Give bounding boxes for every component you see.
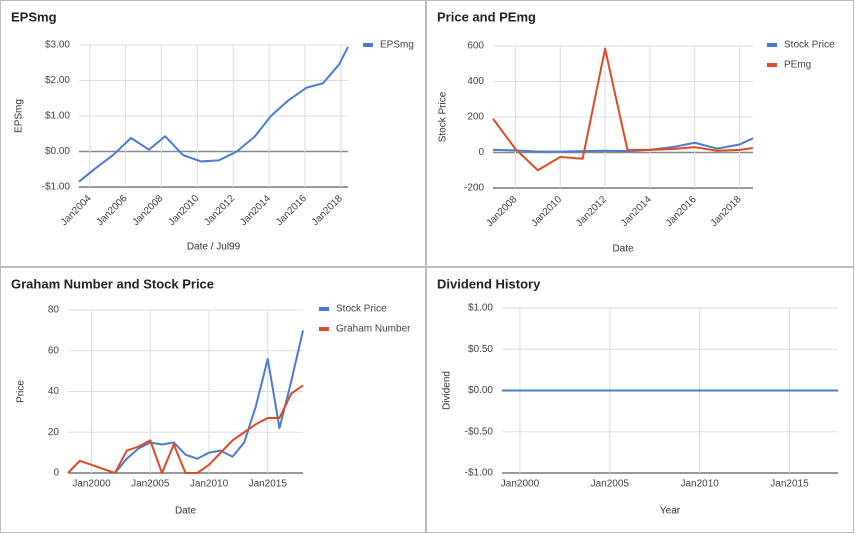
x-tick-label: Jan2015 <box>770 479 809 490</box>
panel: Price and PEmg -200 0 200 400 600 Jan2008 Jan20… <box>426 0 854 267</box>
y-tick-label: 20 <box>48 427 60 438</box>
chart-title: Price and PEmg <box>437 9 536 24</box>
y-tick-label: 60 <box>48 345 60 356</box>
x-axis-title: Date <box>612 244 634 255</box>
x-tick-label: Jan2004 <box>59 193 94 228</box>
legend-label: Stock Price <box>336 304 387 315</box>
y-tick-label: 0 <box>53 468 59 479</box>
x-tick-label: Jan2012 <box>202 193 237 228</box>
x-tick-label: Jan2014 <box>238 193 273 228</box>
x-tick-label: Jan2006 <box>95 193 130 228</box>
series-line <box>492 137 754 153</box>
x-tick-label: Jan2018 <box>310 193 345 228</box>
y-tick-label: -200 <box>464 183 484 194</box>
x-tick-label: Jan2014 <box>619 194 654 229</box>
series-line <box>67 384 304 474</box>
x-tick-label: Jan2008 <box>131 193 166 228</box>
y-tick-label: $0.00 <box>468 385 493 396</box>
y-axis-title: Price <box>16 380 27 403</box>
legend-swatch <box>319 307 329 311</box>
y-tick-label: -$1.00 <box>465 468 494 479</box>
x-tick-label: Jan2015 <box>249 479 288 490</box>
legend-label: Stock Price <box>784 40 835 51</box>
chart-title: Dividend History <box>437 276 541 291</box>
chart-title: EPSmg <box>11 9 57 24</box>
chart: Dividend History -$1.00 -$0.50 $0.00 $0.50 $1… <box>437 276 838 517</box>
x-tick-label: Jan2010 <box>166 193 201 228</box>
legend-swatch <box>319 327 329 331</box>
chart: Price and PEmg -200 0 200 400 600 Jan2008 Jan20… <box>437 9 835 255</box>
y-axis-title: EPSmg <box>14 99 25 133</box>
legend-swatch <box>767 43 777 47</box>
y-tick-label: 200 <box>467 112 484 123</box>
y-axis-title: Dividend <box>442 371 453 410</box>
y-tick-label: 400 <box>467 76 484 87</box>
x-tick-label: Jan2000 <box>72 479 111 490</box>
x-tick-label: Jan2005 <box>131 479 170 490</box>
series-line <box>114 330 304 474</box>
x-tick-label: Jan2010 <box>680 479 719 490</box>
x-tick-label: Jan2016 <box>274 193 309 228</box>
panel: Graham Number and Stock Price 0 20 40 60 80 Ja… <box>0 267 426 533</box>
y-tick-label: -$0.50 <box>465 426 494 437</box>
y-tick-label: 80 <box>48 305 60 316</box>
x-tick-label: Jan2016 <box>664 194 699 229</box>
y-axis-title: Stock Price <box>438 91 449 142</box>
chart-title: Graham Number and Stock Price <box>11 276 214 291</box>
y-tick-label: $2.00 <box>45 75 70 86</box>
x-axis-title: Date / Jul99 <box>187 242 241 253</box>
y-tick-label: 600 <box>467 41 484 52</box>
y-tick-label: $1.00 <box>45 111 70 122</box>
y-tick-label: $3.00 <box>45 40 70 51</box>
series-line <box>492 47 754 172</box>
x-tick-label: Jan2000 <box>501 479 540 490</box>
y-tick-label: 0 <box>478 147 484 158</box>
x-tick-label: Jan2010 <box>190 479 229 490</box>
legend-label: PEmg <box>784 60 811 71</box>
legend-label: Graham Number <box>336 324 411 335</box>
series-line <box>78 46 349 183</box>
y-tick-label: $0.00 <box>45 146 70 157</box>
chart: Graham Number and Stock Price 0 20 40 60 80 Ja… <box>11 276 411 517</box>
panel: Dividend History -$1.00 -$0.50 $0.00 $0.50 $1… <box>426 267 854 533</box>
x-tick-label: Jan2010 <box>529 194 564 229</box>
x-axis-title: Date <box>175 506 197 517</box>
x-tick-label: Jan2012 <box>574 194 609 229</box>
y-tick-label: 40 <box>48 386 60 397</box>
x-tick-label: Jan2008 <box>484 194 519 229</box>
y-tick-label: $0.50 <box>468 344 493 355</box>
y-tick-label: -$1.00 <box>42 182 71 193</box>
x-tick-label: Jan2005 <box>591 479 630 490</box>
x-tick-label: Jan2018 <box>709 194 744 229</box>
legend-swatch <box>767 63 777 67</box>
x-axis-title: Year <box>660 506 681 517</box>
legend-swatch <box>363 43 373 47</box>
panel: EPSmg -$1.00 $0.00 $1.00 $2.00 $3.00 Jan2004 Ja… <box>0 0 426 267</box>
legend-label: EPSmg <box>380 40 414 51</box>
y-tick-label: $1.00 <box>468 303 493 314</box>
